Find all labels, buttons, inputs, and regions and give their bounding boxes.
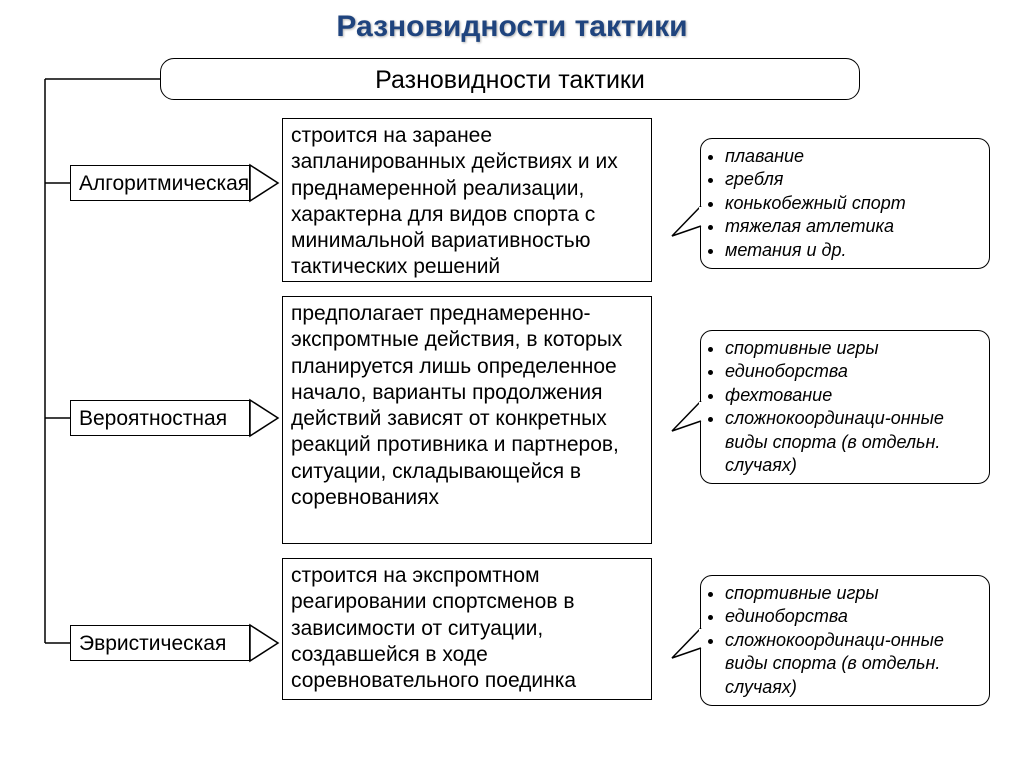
category-probabilistic: Вероятностная [70,400,250,436]
page-title: Разновидности тактики [0,0,1024,52]
example-item: конькобежный спорт [725,192,981,215]
example-item: тяжелая атлетика [725,215,981,238]
examples-heuristic: спортивные игрыединоборствасложнокоордин… [700,575,990,706]
description-algorithmic: строится на заранее запланированных дейс… [282,118,652,282]
examples-algorithmic: плаваниегребляконькобежный спорттяжелая … [700,138,990,269]
category-algorithmic: Алгоритмическая [70,165,250,201]
examples-probabilistic: спортивные игрыединоборствафехтованиесло… [700,330,990,484]
example-item: метания и др. [725,239,981,262]
example-item: единоборства [725,605,981,628]
description-probabilistic: предполагает преднамеренно-экспромтные д… [282,296,652,544]
example-item: сложнокоординаци-онные виды спорта (в от… [725,629,981,699]
example-item: фехтование [725,384,981,407]
example-item: спортивные игры [725,337,981,360]
description-heuristic: строится на экспромтном реагировании спо… [282,558,652,700]
example-item: спортивные игры [725,582,981,605]
header-box: Разновидности тактики [160,58,860,100]
example-item: гребля [725,168,981,191]
example-item: единоборства [725,360,981,383]
category-heuristic: Эвристическая [70,625,250,661]
example-item: сложнокоординаци-онные виды спорта (в от… [725,407,981,477]
example-item: плавание [725,145,981,168]
